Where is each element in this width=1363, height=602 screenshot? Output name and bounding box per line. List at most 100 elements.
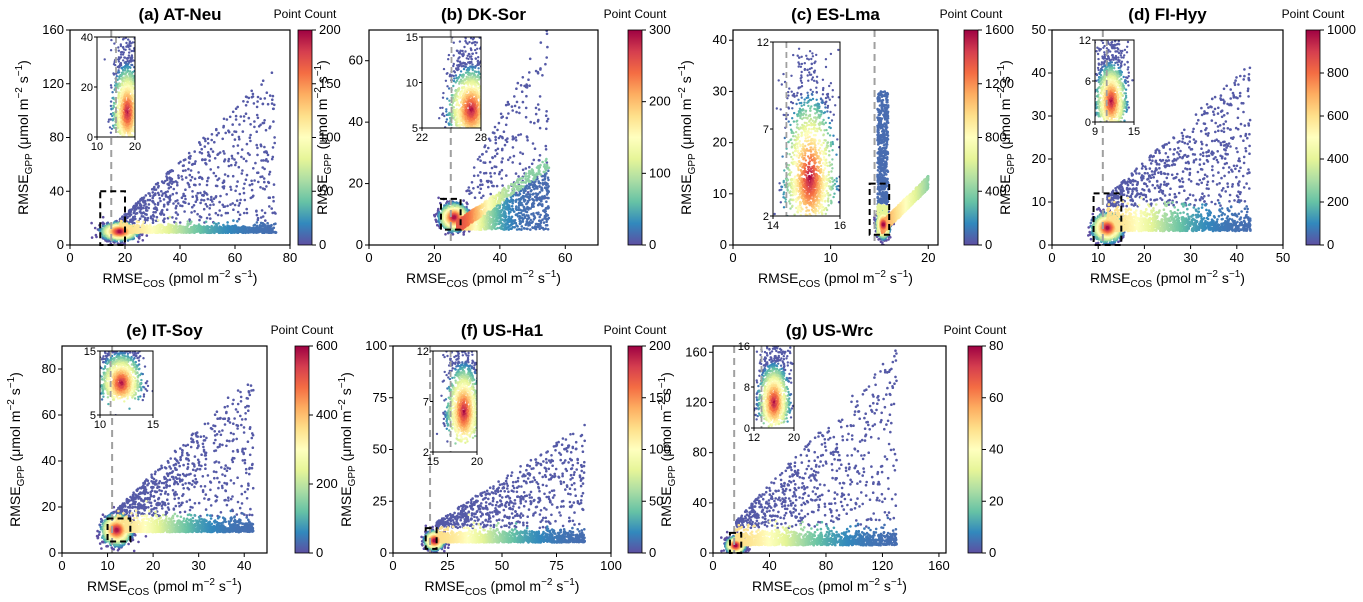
inset-point [139,83,141,85]
data-point [154,210,157,214]
x-tick-label: 60 [228,250,242,265]
data-point [487,185,490,189]
inset-point [135,100,137,102]
data-point [272,195,275,199]
data-point [539,213,542,217]
data-point [499,112,503,116]
inset-point [117,46,120,49]
inset-point [136,137,138,139]
data-point [186,222,189,226]
data-point [476,185,480,189]
inset-point [123,73,126,76]
data-point [528,84,531,87]
data-point [244,95,248,98]
data-point [489,180,493,183]
inset-point [143,75,145,77]
data-point [181,169,185,173]
inset-point [122,48,126,51]
inset-point [117,114,120,118]
inset-point [115,75,119,78]
data-point [225,118,229,121]
data-point [501,157,504,160]
data-point [251,92,255,96]
data-point [154,182,158,186]
data-point [226,211,230,215]
inset-point [107,120,110,123]
data-point [134,202,138,205]
data-point [242,211,246,215]
data-point [264,159,267,162]
data-point [242,100,245,103]
data-point [500,116,503,119]
data-point [245,142,249,146]
data-point [266,102,270,106]
inset-point [119,125,123,128]
data-point [271,94,275,98]
data-point [250,182,254,186]
data-point [493,131,496,135]
data-point [262,159,265,162]
inset-point [132,76,135,80]
inset-point [118,77,121,80]
data-point [529,120,532,124]
data-point [252,167,255,170]
inset-point [120,94,124,97]
inset-point [121,53,125,56]
data-point [265,150,268,153]
data-point [505,116,509,120]
inset-point [122,66,125,69]
inset-point [111,119,115,122]
data-point [200,198,203,202]
data-point [237,165,241,169]
inset-point [128,72,131,75]
inset-point [136,82,138,84]
data-point [178,225,181,228]
data-point [129,213,133,216]
data-point [132,224,136,227]
inset-point [130,86,133,89]
data-point [201,158,204,162]
data-point [173,220,176,224]
inset-point [120,128,123,131]
inset-point [122,88,126,92]
data-point [147,224,151,228]
inset-point [135,115,137,117]
data-point [188,157,192,160]
inset-point [137,112,139,114]
data-point [544,114,548,117]
data-point [241,130,245,133]
inset-point [139,95,141,97]
data-point [253,125,256,129]
data-point [481,183,484,186]
data-point [134,207,138,211]
inset-y-tick-label: 20 [81,82,93,94]
inset-point [123,67,127,70]
inset-point [140,48,142,50]
data-point [198,218,201,222]
inset-point [122,69,125,72]
data-point [152,207,156,210]
inset-point [120,138,122,140]
data-point [118,223,122,227]
data-point [543,186,547,189]
inset-x-tick-label: 20 [129,141,141,153]
data-point [217,152,220,156]
data-point [538,126,542,130]
data-point [215,133,219,137]
inset-point [137,84,139,86]
data-point [545,200,548,203]
data-point [122,223,126,226]
data-point [119,219,123,223]
data-point [537,108,541,111]
inset-point [120,130,124,133]
data-point [503,143,507,147]
data-point [545,220,548,223]
inset-point [140,86,142,88]
data-point [242,119,246,123]
data-point [219,194,222,198]
data-point [538,191,542,194]
data-point [175,191,178,195]
data-point [248,183,252,187]
data-point [484,171,488,175]
data-point [263,180,266,184]
